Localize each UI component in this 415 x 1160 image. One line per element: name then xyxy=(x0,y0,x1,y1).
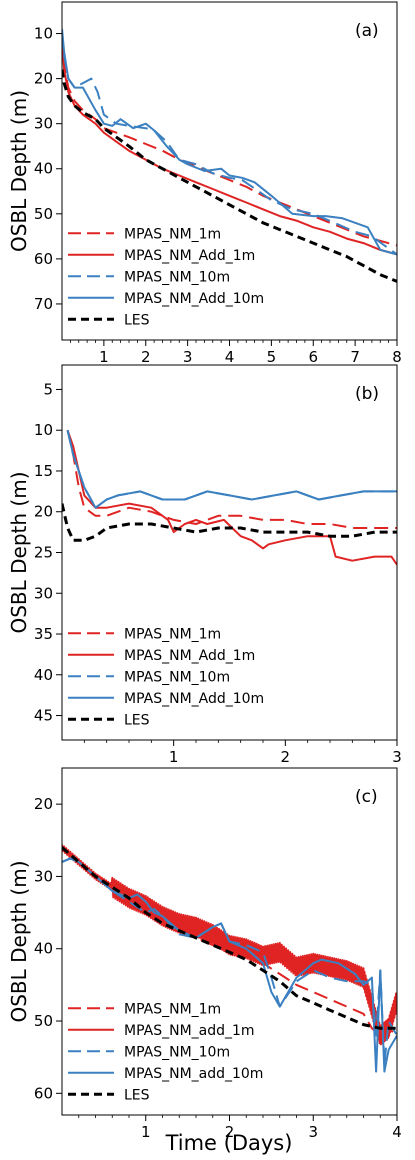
series-line-mpas-nm-add-10m xyxy=(62,28,397,256)
x-tick-label: 3 xyxy=(183,348,193,366)
y-tick-label: 50 xyxy=(34,1012,53,1030)
y-axis-label: OSBL Depth (m) xyxy=(7,860,31,1022)
y-tick-label: 20 xyxy=(34,795,53,813)
legend-entry: MPAS_NM_Add_1m xyxy=(124,248,255,264)
y-tick-label: 25 xyxy=(34,544,53,562)
x-tick-label: 4 xyxy=(225,348,235,366)
legend-entry: MPAS_NM_1m xyxy=(124,626,221,642)
x-tick-label: 1 xyxy=(99,348,109,366)
legend-entry: MPAS_NM_10m xyxy=(124,1044,230,1060)
y-tick-label: 10 xyxy=(34,25,53,43)
x-tick-label: 2 xyxy=(225,1123,235,1141)
y-axis-label: OSBL Depth (m) xyxy=(7,90,31,252)
x-tick-label: 7 xyxy=(350,348,360,366)
x-tick-label: 4 xyxy=(392,1123,402,1141)
series-line-les xyxy=(62,846,397,1030)
legend-entry: MPAS_NM_add_1m xyxy=(124,1023,255,1039)
panel-label: (a) xyxy=(355,21,379,41)
y-tick-label: 20 xyxy=(34,503,53,521)
y-axis-label: OSBL Depth (m) xyxy=(7,471,31,633)
series-line-mpas-nm-10m xyxy=(62,857,397,1066)
series-line-mpas-nm-1m xyxy=(62,38,397,247)
x-tick-label: 3 xyxy=(392,748,402,766)
y-tick-label: 30 xyxy=(34,115,53,133)
y-tick-label: 30 xyxy=(34,867,53,885)
y-tick-label: 40 xyxy=(34,940,53,958)
y-tick-label: 15 xyxy=(34,462,53,480)
series-group xyxy=(62,28,397,283)
y-tick-label: 40 xyxy=(34,160,53,178)
chart-panel-2: 1 2 3 4 20 30 40 50 60 OSBL Depth (m) (c) MPAS_NM_1… xyxy=(7,767,402,1141)
y-tick-label: 5 xyxy=(43,380,53,398)
legend-entry: MPAS_NM_10m xyxy=(124,669,230,685)
series-line-mpas-nm-add-1m xyxy=(62,844,397,1046)
legend-entry: MPAS_NM_Add_1m xyxy=(124,648,255,664)
chart-panel-0: 1 2 3 4 5 6 7 8 10 20 30 40 50 60 70 OSBL Depth (m) (a) M… xyxy=(7,1,402,366)
series-line-les xyxy=(62,69,397,283)
y-tick-label: 35 xyxy=(34,625,53,643)
y-tick-label: 50 xyxy=(34,205,53,223)
legend: MPAS_NM_1m MPAS_NM_add_1m MPAS_NM_10m MPAS_… xyxy=(68,1001,263,1103)
series-group xyxy=(62,844,397,1073)
x-tick-label: 6 xyxy=(308,348,318,366)
legend-entry: LES xyxy=(124,1087,150,1103)
legend-entry: MPAS_NM_1m xyxy=(124,1001,221,1017)
x-tick-label: 2 xyxy=(281,748,291,766)
legend-entry: LES xyxy=(124,312,150,328)
y-tick-label: 40 xyxy=(34,666,53,684)
x-tick-label: 1 xyxy=(141,1123,151,1141)
panel-label: (b) xyxy=(355,384,379,404)
legend: MPAS_NM_1m MPAS_NM_Add_1m MPAS_NM_10m MPAS_… xyxy=(68,626,264,728)
y-tick-label: 45 xyxy=(34,707,53,725)
x-tick-label: 3 xyxy=(308,1123,318,1141)
legend-entry: MPAS_NM_1m xyxy=(124,226,221,242)
legend-entry: MPAS_NM_10m xyxy=(124,269,230,285)
plot-frame xyxy=(61,1,398,341)
y-tick-label: 70 xyxy=(34,295,53,313)
series-group xyxy=(62,429,397,566)
y-tick-label: 60 xyxy=(34,250,53,268)
legend: MPAS_NM_1m MPAS_NM_Add_1m MPAS_NM_10m MPAS_… xyxy=(68,226,264,328)
legend-entry: MPAS_NM_add_10m xyxy=(124,1066,263,1082)
y-tick-label: 30 xyxy=(34,584,53,602)
y-tick-label: 60 xyxy=(34,1084,53,1102)
series-line-mpas-nm-1m xyxy=(66,429,397,529)
series-line-mpas-nm-add-1m xyxy=(66,429,397,566)
series-line-les xyxy=(62,503,397,542)
x-tick-label: 5 xyxy=(267,348,277,366)
legend-entry: LES xyxy=(124,712,150,728)
y-tick-label: 10 xyxy=(34,421,53,439)
series-line-mpas-nm-10m xyxy=(62,33,397,256)
x-tick-label: 1 xyxy=(169,748,179,766)
legend-entry: MPAS_NM_Add_10m xyxy=(124,691,264,707)
panel-label: (c) xyxy=(355,787,378,807)
series-line-mpas-nm-add-1m xyxy=(62,38,397,256)
legend-entry: MPAS_NM_Add_10m xyxy=(124,291,264,307)
x-tick-label: 8 xyxy=(392,348,402,366)
x-axis-label: Time (Days) xyxy=(165,1131,293,1155)
series-line-mpas-nm-add-10m xyxy=(66,429,397,509)
x-tick-label: 2 xyxy=(141,348,151,366)
y-tick-label: 20 xyxy=(34,70,53,88)
